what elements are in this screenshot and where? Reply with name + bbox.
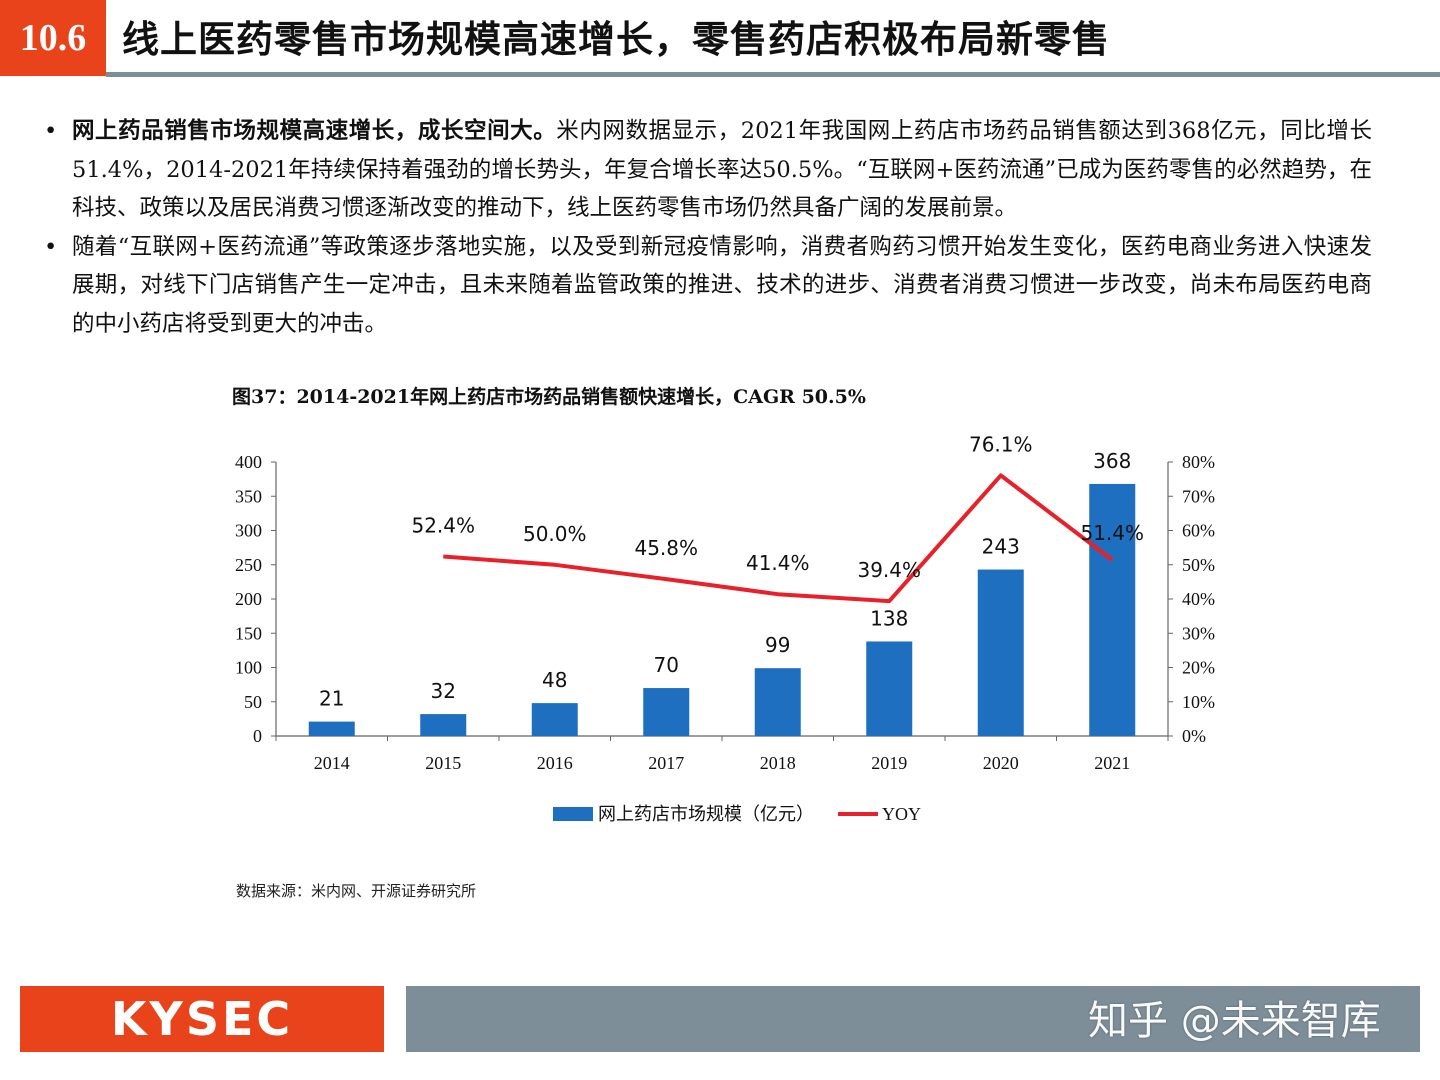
x-tick-label: 2017 (648, 753, 684, 773)
left-tick-label: 200 (235, 589, 262, 609)
left-tick-label: 50 (244, 692, 262, 712)
bar-value-label: 21 (319, 687, 344, 711)
bullet-text: 随着“互联网+医药流通”等政策逐步落地实施，以及受到新冠疫情影响，消费者购药习惯… (72, 233, 1372, 337)
left-tick-label: 300 (235, 521, 262, 541)
left-tick-label: 0 (253, 726, 262, 746)
right-tick-label: 40% (1182, 589, 1215, 609)
bullet-item: • 随着“互联网+医药流通”等政策逐步落地实施，以及受到新冠疫情影响，消费者购药… (42, 228, 1372, 344)
bar (420, 714, 467, 736)
bullet-lead: 网上药品销售市场规模高速增长，成长空间大。 (72, 118, 557, 144)
bullet-item: • 网上药品销售市场规模高速增长，成长空间大。米内网数据显示，2021年我国网上… (42, 112, 1372, 228)
figure-title: 图37：2014-2021年网上药店市场药品销售额快速增长，CAGR 50.5% (232, 386, 866, 408)
right-tick-label: 60% (1182, 521, 1215, 541)
x-tick-label: 2019 (871, 753, 907, 773)
legend-swatch-bar (553, 807, 593, 821)
bar (1089, 483, 1136, 736)
left-tick-label: 150 (235, 623, 262, 643)
bar-value-label: 32 (431, 679, 456, 703)
header: 10.6 线上医药零售市场规模高速增长，零售药店积极布局新零售 (0, 0, 1440, 78)
bar (754, 668, 801, 736)
header-divider (106, 72, 1440, 77)
watermark: 知乎 @未来智库 (1088, 998, 1381, 1044)
bar-value-label: 70 (654, 653, 679, 677)
bar-value-label: 99 (765, 633, 790, 657)
bar (977, 569, 1024, 736)
yoy-value-label: 51.4% (1080, 521, 1144, 545)
bullet-text: 米内网数据显示，2021年我国网上药店市场药品销售额达到368亿元，同比增长51… (72, 118, 1372, 221)
left-tick-label: 400 (235, 452, 262, 472)
left-tick-label: 250 (235, 555, 262, 575)
bar (531, 703, 578, 736)
sales-chart: 0 50 100 150 200 250 300 350 400 0% 10% 20% 30% 40% 50… (235, 432, 1215, 825)
right-tick-label: 80% (1182, 452, 1215, 472)
left-tick-label: 350 (235, 486, 262, 506)
x-tick-label: 2020 (983, 753, 1019, 773)
right-tick-label: 70% (1182, 486, 1215, 506)
right-tick-label: 0% (1182, 726, 1206, 746)
section-number: 10.6 (0, 0, 106, 76)
data-source: 数据来源：米内网、开源证券研究所 (236, 882, 477, 900)
left-tick-label: 100 (235, 658, 262, 678)
yoy-value-label: 52.4% (411, 514, 475, 538)
footer-logo-block: KYSEC (20, 986, 384, 1052)
yoy-line (443, 473, 1114, 604)
bar (643, 688, 690, 736)
bar (308, 721, 355, 736)
yoy-value-label: 76.1% (969, 432, 1033, 456)
yoy-value-label: 41.4% (746, 551, 810, 575)
bullet-dot-icon: • (44, 233, 58, 260)
bullet-list: • 网上药品销售市场规模高速增长，成长空间大。米内网数据显示，2021年我国网上… (42, 112, 1372, 343)
legend-label-bar: 网上药店市场规模（亿元） (598, 804, 814, 825)
x-tick-label: 2015 (425, 753, 461, 773)
bar (866, 641, 913, 736)
x-tick-label: 2016 (537, 753, 573, 773)
bullet-dot-icon: • (44, 118, 58, 144)
x-tick-label: 2014 (314, 753, 350, 773)
footer-bar (406, 986, 1420, 1052)
page-title: 线上医药零售市场规模高速增长，零售药店积极布局新零售 (122, 17, 1110, 61)
bar-value-label: 243 (982, 535, 1020, 559)
yoy-value-label: 50.0% (523, 522, 587, 546)
right-tick-label: 20% (1182, 658, 1215, 678)
bar-value-label: 48 (542, 668, 567, 692)
x-tick-label: 2021 (1094, 753, 1130, 773)
yoy-value-label: 45.8% (634, 536, 698, 560)
right-tick-label: 10% (1182, 692, 1215, 712)
bar-value-label: 138 (870, 606, 908, 630)
legend-label-line: YOY (882, 804, 921, 824)
x-tick-label: 2018 (760, 753, 796, 773)
yoy-value-label: 39.4% (857, 558, 921, 582)
kysec-logo: KYSEC (110, 992, 294, 1046)
bar-value-label: 368 (1093, 449, 1131, 473)
right-tick-label: 30% (1182, 623, 1215, 643)
right-tick-label: 50% (1182, 555, 1215, 575)
